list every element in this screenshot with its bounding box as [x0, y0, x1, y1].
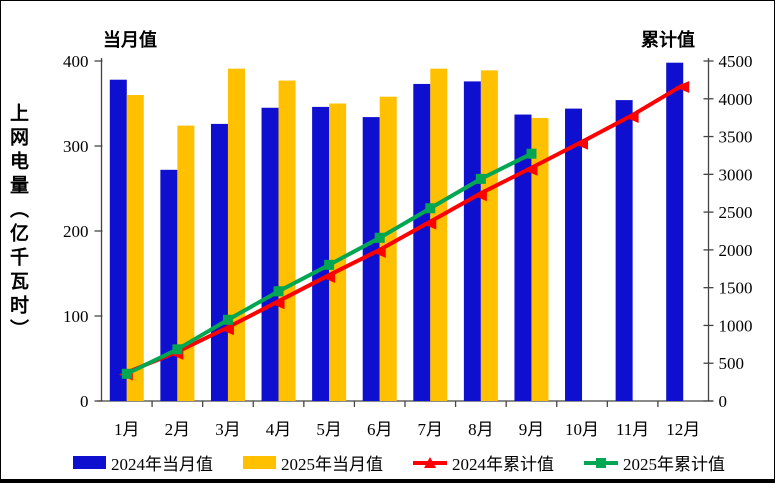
bars-2024年当月值 [109, 62, 684, 402]
y-right-tick-label: 2000 [719, 241, 753, 260]
triangle-marker-icon [472, 189, 487, 202]
square-marker-icon [596, 457, 606, 468]
x-category-label: 9月 [519, 420, 545, 439]
bar [278, 80, 296, 402]
bar [565, 108, 583, 401]
square-marker-icon [273, 286, 284, 297]
legend-item-2024-cumulative: 2024年累计值 [413, 450, 554, 475]
y-right-tick-label: 4000 [719, 90, 753, 109]
triangle-marker-icon [219, 323, 234, 336]
bar [531, 117, 549, 401]
bar [227, 68, 245, 402]
bar [210, 123, 228, 402]
bar [615, 100, 633, 401]
triangle-marker-icon [371, 245, 386, 258]
bar [261, 107, 279, 401]
x-category-label: 10月 [565, 420, 599, 439]
y-right-tick-label: 0 [719, 392, 728, 411]
axes [94, 58, 714, 407]
legend-item-2025-cumulative: 2025年累计值 [584, 450, 725, 475]
x-category-label: 5月 [316, 420, 342, 439]
line-2025年累计值 [121, 148, 537, 379]
y-left-tick-label: 100 [63, 307, 89, 326]
triangle-marker-icon [422, 217, 437, 230]
y-right-tick-label: 500 [719, 354, 745, 373]
legend-swatch-2024-bar [73, 456, 106, 469]
line-2024年累计值 [118, 80, 690, 381]
y-right-tick-label: 1500 [719, 279, 753, 298]
bar [126, 95, 144, 401]
legend-label: 2024年累计值 [452, 455, 554, 474]
y-right-tick-label: 3500 [719, 128, 753, 147]
triangle-marker-icon [675, 80, 690, 93]
bar [379, 96, 397, 401]
x-category-label: 4月 [266, 420, 292, 439]
bar [666, 62, 684, 401]
bar [177, 125, 195, 401]
triangle-marker-icon [321, 271, 336, 284]
y-left-tick-label: 200 [63, 222, 89, 241]
square-marker-icon [324, 259, 335, 270]
x-category-label: 7月 [418, 420, 444, 439]
bar [430, 68, 448, 402]
y-axis-title: 上网电量（亿千瓦时） [7, 103, 28, 343]
legend: 2024年当月值 2025年当月值 2024年累计值 2025年累计值 [73, 450, 733, 475]
bar [329, 103, 347, 401]
square-marker-icon [172, 344, 183, 355]
square-marker-icon [374, 232, 385, 243]
square-marker-icon [222, 314, 233, 325]
bar [480, 70, 498, 401]
x-category-label: 6月 [367, 420, 393, 439]
triangle-marker-icon [574, 137, 589, 150]
bar [413, 83, 431, 401]
x-category-label: 8月 [468, 420, 494, 439]
y-left-tick-label: 400 [63, 52, 89, 71]
bar [362, 117, 380, 401]
x-category-label: 12月 [666, 420, 700, 439]
legend-label: 2024年当月值 [111, 455, 213, 474]
triangle-marker-icon [624, 111, 639, 124]
x-category-label: 11月 [616, 420, 649, 439]
bar [160, 169, 178, 401]
legend-label: 2025年累计值 [623, 455, 725, 474]
triangle-marker-icon [424, 456, 436, 468]
y-right-tick-label: 2500 [719, 203, 753, 222]
line-path [126, 83, 685, 375]
triangle-marker-icon [523, 163, 538, 176]
x-category-label: 2月 [165, 420, 191, 439]
left-axis-caption: 当月值 [103, 30, 157, 50]
legend-label: 2025年当月值 [281, 455, 383, 474]
y-left-tick-label: 300 [63, 137, 89, 156]
square-marker-icon [425, 203, 436, 214]
triangle-marker-icon [270, 297, 285, 310]
legend-item-2024-monthly: 2024年当月值 [73, 450, 213, 475]
legend-item-2025-monthly: 2025年当月值 [243, 450, 383, 475]
x-category-label: 1月 [114, 420, 140, 439]
square-marker-icon [121, 368, 132, 379]
right-axis-caption: 累计值 [641, 30, 695, 50]
square-marker-icon [526, 148, 537, 159]
bar [109, 79, 127, 401]
bar [514, 114, 532, 402]
y-left-tick-label: 0 [80, 392, 89, 411]
y-right-tick-label: 1000 [719, 316, 753, 335]
legend-swatch-2025-line [584, 456, 618, 470]
x-category-label: 3月 [215, 420, 241, 439]
legend-swatch-2024-line [413, 456, 447, 470]
bar [312, 106, 330, 402]
legend-swatch-2025-bar [243, 456, 276, 469]
y-right-tick-label: 3000 [719, 165, 753, 184]
bars-2025年当月值 [126, 68, 549, 402]
axis-tick-labels: 0100200300400050010001500200025003000350… [63, 52, 753, 439]
bar [463, 81, 481, 402]
y-right-tick-label: 4500 [719, 52, 753, 71]
square-marker-icon [475, 173, 486, 184]
